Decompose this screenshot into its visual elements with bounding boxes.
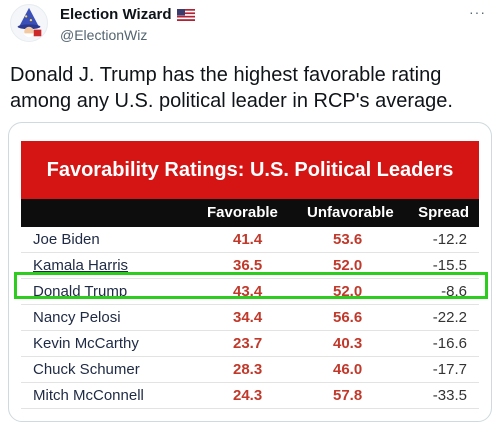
row-name: Chuck Schumer <box>33 361 140 378</box>
row-unfavorable: 46.0 <box>333 361 363 378</box>
table-header: Favorable Unfavorable Spread <box>21 199 479 227</box>
user-handle[interactable]: @ElectionWiz <box>60 27 148 43</box>
row-favorable: 43.4 <box>233 283 263 300</box>
row-name: Joe Biden <box>33 231 100 248</box>
row-unfavorable: 57.8 <box>333 387 363 404</box>
table-body: Joe Biden 41.4 53.6 -12.2 Kamala Harris … <box>21 227 479 409</box>
row-unfavorable: 52.0 <box>333 283 363 300</box>
row-unfavorable: 40.3 <box>333 335 363 352</box>
tweet: Election Wizard @ElectionWiz ··· Donald … <box>8 4 492 422</box>
row-spread: -8.6 <box>441 283 467 300</box>
row-name: Donald Trump <box>33 283 128 300</box>
row-spread: -12.2 <box>432 231 467 248</box>
row-unfavorable: 52.0 <box>333 257 363 274</box>
row-favorable: 36.5 <box>233 257 263 274</box>
table-row: Kamala Harris 36.5 52.0 -15.5 <box>21 253 479 279</box>
row-spread: -16.6 <box>432 335 467 352</box>
table-title: Favorability Ratings: U.S. Political Lea… <box>21 141 479 199</box>
table-row: Kevin McCarthy 23.7 40.3 -16.6 <box>21 331 479 357</box>
avatar[interactable] <box>10 4 48 42</box>
tweet-text: Donald J. Trump has the highest favorabl… <box>10 64 453 112</box>
wizard-avatar-icon <box>17 7 42 38</box>
table-row: Chuck Schumer 28.3 46.0 -17.7 <box>21 357 479 383</box>
table-row-highlighted: Donald Trump 43.4 52.0 -8.6 <box>21 279 479 305</box>
column-unfavorable: Unfavorable <box>307 204 394 221</box>
row-unfavorable: 53.6 <box>333 231 363 248</box>
table-row: Nancy Pelosi 34.4 56.6 -22.2 <box>21 305 479 331</box>
row-name: Kevin McCarthy <box>33 335 139 352</box>
tweet-media[interactable]: Favorability Ratings: U.S. Political Lea… <box>8 122 492 422</box>
row-spread: -17.7 <box>432 361 467 378</box>
row-favorable: 24.3 <box>233 387 263 404</box>
table-row: Joe Biden 41.4 53.6 -12.2 <box>21 227 479 253</box>
row-favorable: 28.3 <box>233 361 263 378</box>
table-row: Mitch McConnell 24.3 57.8 -33.5 <box>21 383 479 409</box>
column-favorable: Favorable <box>207 204 278 221</box>
row-favorable: 23.7 <box>233 335 263 352</box>
row-spread: -15.5 <box>432 257 467 274</box>
row-spread: -33.5 <box>432 387 467 404</box>
row-name: Mitch McConnell <box>33 387 144 404</box>
row-favorable: 34.4 <box>233 309 263 326</box>
row-name: Kamala Harris <box>33 257 129 274</box>
row-favorable: 41.4 <box>233 231 263 248</box>
row-unfavorable: 56.6 <box>333 309 363 326</box>
display-name[interactable]: Election Wizard <box>60 6 172 23</box>
us-flag-icon <box>176 9 195 21</box>
row-name: Nancy Pelosi <box>33 309 121 326</box>
row-spread: -22.2 <box>432 309 467 326</box>
column-spread: Spread <box>418 204 469 221</box>
more-options-icon[interactable]: ··· <box>469 4 486 20</box>
